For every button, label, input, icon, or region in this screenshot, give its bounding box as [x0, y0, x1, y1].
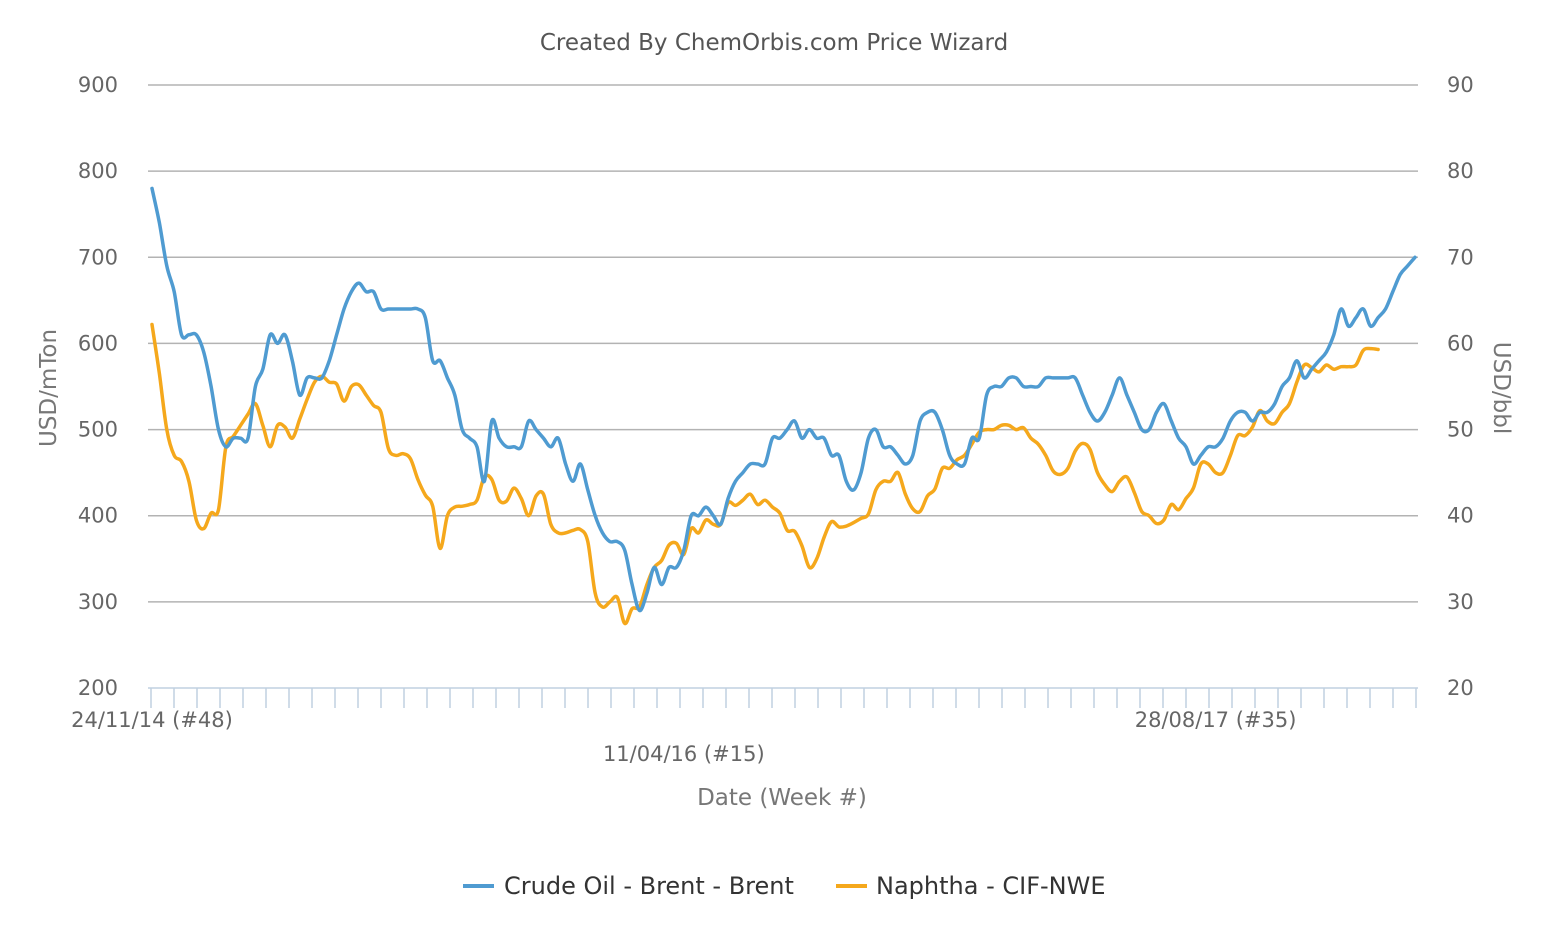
- y-tick-label-left: 300: [78, 590, 118, 614]
- series-lines: [150, 186, 1417, 626]
- legend-label-naphtha: Naphtha - CIF-NWE: [876, 872, 1106, 900]
- y-tick-label-left: 900: [78, 73, 118, 97]
- y-axis-right-ticks: 90 80 70 60 50 40 30 20: [1447, 73, 1474, 700]
- legend-item-crude[interactable]: Crude Oil - Brent - Brent: [463, 872, 794, 900]
- gridlines: [148, 84, 1418, 603]
- y-tick-label-right: 80: [1447, 159, 1474, 183]
- y-tick-label-left: 800: [78, 159, 118, 183]
- series-line-naphtha: [150, 322, 1380, 626]
- y-tick-label-right: 60: [1447, 331, 1474, 355]
- y-tick-label-left: 700: [78, 245, 118, 269]
- y-tick-label-left: 500: [78, 418, 118, 442]
- legend-item-naphtha[interactable]: Naphtha - CIF-NWE: [836, 872, 1106, 900]
- y-tick-label-right: 70: [1447, 245, 1474, 269]
- y-tick-label-right: 50: [1447, 418, 1474, 442]
- x-tick-label: 28/08/17 (#35): [1135, 708, 1297, 732]
- x-axis: [148, 687, 1418, 708]
- legend: Crude Oil - Brent - Brent Naphtha - CIF-…: [463, 872, 1106, 900]
- y-tick-label-right: 30: [1447, 590, 1474, 614]
- y-axis-left-title: USD/mTon: [36, 329, 62, 447]
- y-tick-label-left: 400: [78, 504, 118, 528]
- chart-title: Created By ChemOrbis.com Price Wizard: [540, 30, 1008, 56]
- y-tick-label-right: 20: [1447, 676, 1474, 700]
- y-axis-right-title: USD/bbl: [1488, 342, 1514, 434]
- y-tick-label-left: 200: [78, 676, 118, 700]
- legend-label-crude: Crude Oil - Brent - Brent: [504, 872, 794, 900]
- x-axis-tick-labels: 24/11/14 (#48) 11/04/16 (#15) 28/08/17 (#3…: [71, 708, 1296, 766]
- series-line-crude: [150, 186, 1417, 613]
- y-tick-label-right: 90: [1447, 73, 1474, 97]
- y-tick-label-right: 40: [1447, 504, 1474, 528]
- x-tick-label: 24/11/14 (#48): [71, 708, 233, 732]
- y-axis-left-ticks: 900 800 700 600 500 400 300 200: [78, 73, 118, 700]
- x-axis-title: Date (Week #): [697, 785, 867, 811]
- y-tick-label-left: 600: [78, 331, 118, 355]
- x-tick-label: 11/04/16 (#15): [603, 742, 765, 766]
